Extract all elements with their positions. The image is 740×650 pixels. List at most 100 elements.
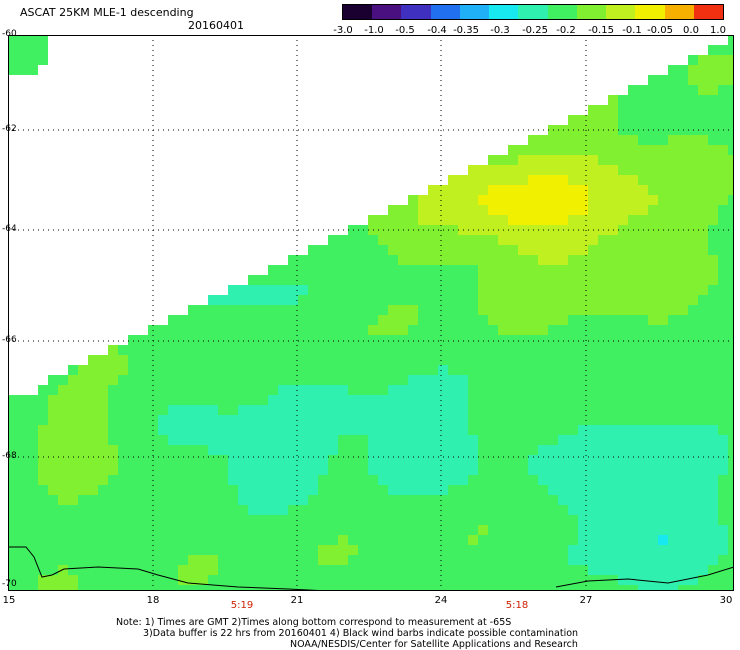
data-cell	[98, 395, 108, 405]
data-cell	[678, 85, 688, 95]
data-cell	[358, 295, 368, 305]
data-cell	[708, 565, 718, 575]
data-cell	[348, 505, 358, 515]
data-cell	[518, 255, 528, 265]
data-cell	[688, 445, 698, 455]
data-cell	[508, 185, 518, 195]
data-cell	[578, 135, 588, 145]
data-cell	[318, 525, 328, 535]
data-cell	[178, 455, 188, 465]
data-cell	[418, 295, 428, 305]
data-cell	[528, 355, 538, 365]
data-cell	[268, 535, 278, 545]
data-cell	[728, 325, 734, 335]
data-cell	[288, 405, 298, 415]
data-cell	[688, 465, 698, 475]
data-cell	[228, 305, 238, 315]
data-cell	[478, 215, 488, 225]
data-cell	[538, 245, 548, 255]
data-cell	[608, 345, 618, 355]
data-cell	[478, 385, 488, 395]
data-cell	[188, 445, 198, 455]
data-cell	[278, 415, 288, 425]
data-cell	[368, 315, 378, 325]
data-cell	[658, 245, 668, 255]
data-cell	[718, 335, 728, 345]
data-cell	[328, 445, 338, 455]
data-cell	[668, 195, 678, 205]
data-cell	[448, 335, 458, 345]
data-cell	[548, 215, 558, 225]
data-cell	[368, 455, 378, 465]
data-cell	[298, 375, 308, 385]
data-cell	[588, 445, 598, 455]
data-cell	[458, 205, 468, 215]
data-cell	[18, 525, 28, 535]
data-cell	[618, 585, 628, 591]
data-cell	[688, 155, 698, 165]
data-cell	[698, 385, 708, 395]
data-cell	[168, 385, 178, 395]
data-cell	[388, 335, 398, 345]
data-cell	[528, 485, 538, 495]
data-cell	[588, 585, 598, 591]
data-cell	[438, 345, 448, 355]
data-cell	[608, 445, 618, 455]
data-cell	[418, 415, 428, 425]
data-cell	[288, 475, 298, 485]
data-cell	[578, 265, 588, 275]
data-cell	[188, 495, 198, 505]
data-cell	[438, 325, 448, 335]
data-cell	[288, 465, 298, 475]
data-cell	[578, 295, 588, 305]
data-cell	[188, 415, 198, 425]
data-cell	[48, 495, 58, 505]
data-cell	[338, 435, 348, 445]
data-cell	[268, 375, 278, 385]
data-cell	[418, 245, 428, 255]
data-cell	[728, 95, 734, 105]
data-cell	[338, 245, 348, 255]
data-cell	[518, 465, 528, 475]
data-cell	[58, 485, 68, 495]
data-cell	[278, 285, 288, 295]
data-cell	[348, 445, 358, 455]
data-cell	[398, 285, 408, 295]
data-cell	[388, 465, 398, 475]
data-cell	[358, 575, 368, 585]
data-cell	[28, 495, 38, 505]
data-cell	[268, 545, 278, 555]
data-cell	[268, 425, 278, 435]
data-cell	[618, 455, 628, 465]
data-cell	[618, 175, 628, 185]
data-cell	[688, 425, 698, 435]
data-cell	[228, 435, 238, 445]
data-cell	[328, 275, 338, 285]
data-cell	[498, 355, 508, 365]
data-cell	[298, 435, 308, 445]
data-cell	[88, 545, 98, 555]
data-cell	[288, 535, 298, 545]
data-cell	[518, 305, 528, 315]
data-cell	[698, 345, 708, 355]
data-cell	[48, 535, 58, 545]
data-cell	[278, 435, 288, 445]
data-cell	[658, 485, 668, 495]
data-cell	[498, 335, 508, 345]
data-cell	[128, 485, 138, 495]
data-cell	[638, 415, 648, 425]
data-cell	[168, 455, 178, 465]
data-cell	[598, 245, 608, 255]
data-cell	[8, 575, 18, 585]
data-cell	[518, 165, 528, 175]
data-cell	[578, 215, 588, 225]
data-cell	[728, 375, 734, 385]
data-cell	[238, 395, 248, 405]
data-cell	[228, 445, 238, 455]
data-cell	[558, 345, 568, 355]
data-cell	[628, 405, 638, 415]
data-cell	[268, 525, 278, 535]
data-cell	[328, 375, 338, 385]
data-cell	[728, 485, 734, 495]
data-cell	[398, 575, 408, 585]
